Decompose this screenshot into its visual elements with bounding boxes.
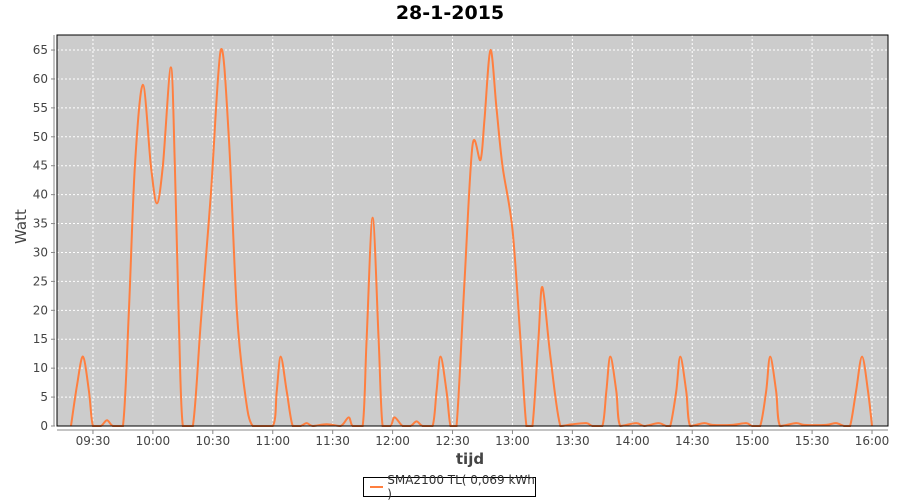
x-tick-label: 11:00 bbox=[255, 434, 290, 448]
y-tick-label: 20 bbox=[33, 303, 48, 317]
y-tick-label: 60 bbox=[33, 72, 48, 86]
y-tick-label: 5 bbox=[40, 390, 48, 404]
y-tick-label: 25 bbox=[33, 274, 48, 288]
x-tick-label: 15:30 bbox=[795, 434, 830, 448]
legend-label: SMA2100 TL( 0,069 kWh ) bbox=[387, 473, 535, 501]
y-tick-label: 50 bbox=[33, 130, 48, 144]
y-tick-label: 10 bbox=[33, 361, 48, 375]
y-tick-label: 40 bbox=[33, 188, 48, 202]
plot-background bbox=[57, 35, 888, 426]
y-tick-label: 65 bbox=[33, 43, 48, 57]
y-tick-label: 15 bbox=[33, 332, 48, 346]
x-tick-label: 10:00 bbox=[136, 434, 171, 448]
x-tick-label: 16:00 bbox=[855, 434, 890, 448]
x-tick-label: 11:30 bbox=[315, 434, 350, 448]
x-tick-label: 12:30 bbox=[435, 434, 470, 448]
x-tick-label: 14:30 bbox=[675, 434, 710, 448]
x-tick-label: 15:00 bbox=[735, 434, 770, 448]
x-tick-label: 10:30 bbox=[196, 434, 231, 448]
y-tick-label: 0 bbox=[40, 419, 48, 433]
legend-swatch bbox=[370, 486, 383, 488]
x-tick-label: 13:00 bbox=[495, 434, 530, 448]
x-tick-label: 12:00 bbox=[375, 434, 410, 448]
legend: SMA2100 TL( 0,069 kWh ) bbox=[363, 477, 536, 497]
y-tick-label: 35 bbox=[33, 217, 48, 231]
x-tick-label: 14:00 bbox=[615, 434, 650, 448]
x-tick-label: 09:30 bbox=[76, 434, 111, 448]
x-tick-label: 13:30 bbox=[555, 434, 590, 448]
y-tick-label: 55 bbox=[33, 101, 48, 115]
y-tick-label: 30 bbox=[33, 245, 48, 259]
y-tick-label: 45 bbox=[33, 159, 48, 173]
